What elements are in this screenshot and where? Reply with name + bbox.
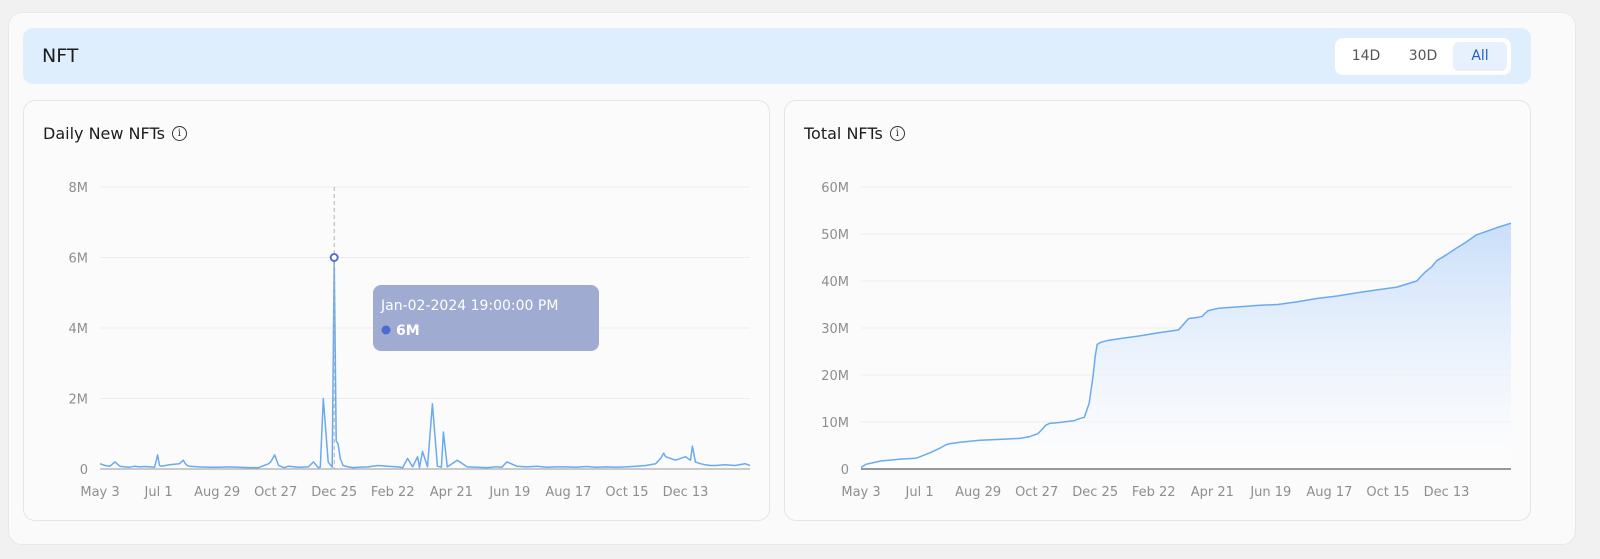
x-tick-label: Dec 25 (1072, 485, 1118, 500)
range-14d-button[interactable]: 14D (1351, 48, 1381, 64)
total-nfts-chart[interactable]: 0 10M 20M 30M 40M 50M 60M May 3 Jul 1 Aug 29 Oct 2… (785, 101, 1530, 520)
hover-marker (329, 253, 339, 262)
y-tick-label: 20M (821, 369, 849, 384)
x-tick-label: Oct 27 (1015, 485, 1058, 500)
daily-new-nfts-panel: Daily New NFTs i 0 2M 4M 6M 8M May 3 Jul 1 Aug … (23, 100, 770, 521)
x-tick-label: Aug 17 (1306, 485, 1352, 500)
x-tick-label: Oct 15 (605, 485, 648, 500)
x-tick-label: Aug 17 (545, 485, 591, 500)
range-30d-button[interactable]: 30D (1408, 48, 1438, 64)
tooltip: Jan-02-2024 19:00:00 PM 6M (373, 285, 599, 351)
y-tick-label: 40M (821, 275, 849, 290)
series-line (99, 256, 751, 469)
tooltip-date: Jan-02-2024 19:00:00 PM (380, 298, 558, 314)
time-range-selector: 14D 30D All (1335, 38, 1511, 75)
info-icon[interactable]: i (171, 126, 187, 141)
section-title: NFT (42, 45, 79, 67)
x-tick-label: Oct 15 (1366, 485, 1409, 500)
x-tick-label: Dec 13 (663, 485, 709, 500)
series-line (860, 222, 1512, 469)
x-tick-label: Dec 13 (1424, 485, 1470, 500)
x-tick-label: Jun 19 (1249, 485, 1291, 500)
y-tick-label: 6M (69, 252, 89, 267)
y-tick-label: 30M (821, 322, 849, 337)
x-tick-label: May 3 (841, 485, 880, 500)
y-tick-label: 10M (821, 416, 849, 431)
x-tick-label: Jun 19 (488, 485, 530, 500)
x-tick-label: Oct 27 (254, 485, 297, 500)
x-tick-label: Jul 1 (905, 485, 934, 500)
y-tick-label: 4M (69, 322, 89, 337)
tooltip-value: 6M (396, 323, 420, 339)
x-tick-label: Aug 29 (955, 485, 1001, 500)
total-nfts-panel: Total NFTs i 0 10M 20M 30M 40M 50M 60M May 3 Jul… (784, 100, 1531, 521)
range-all-button[interactable]: All (1453, 42, 1507, 71)
y-tick-label: 60M (821, 181, 849, 196)
x-tick-label: Feb 22 (371, 485, 415, 500)
nft-card: NFT 14D 30D All Daily New NFTs i 0 2M 4M 6M… (8, 12, 1576, 545)
x-tick-label: Apr 21 (1191, 485, 1234, 500)
y-tick-label: 50M (821, 228, 849, 243)
daily-new-nfts-chart[interactable]: 0 2M 4M 6M 8M May 3 Jul 1 Aug 29 Oct 27 Dec 25 Feb… (24, 101, 769, 520)
x-tick-label: Jul 1 (144, 485, 173, 500)
daily-new-nfts-title: Daily New NFTs (43, 124, 165, 143)
y-tick-label: 0 (80, 463, 88, 478)
section-header: NFT 14D 30D All (23, 28, 1531, 84)
tooltip-series-dot (381, 325, 391, 335)
y-tick-label: 8M (69, 181, 89, 196)
x-tick-label: Apr 21 (430, 485, 473, 500)
y-tick-label: 0 (841, 463, 849, 478)
series-area (861, 223, 1511, 469)
x-tick-label: May 3 (80, 485, 119, 500)
x-tick-label: Feb 22 (1132, 485, 1176, 500)
x-tick-label: Dec 25 (311, 485, 357, 500)
x-tick-label: Aug 29 (194, 485, 240, 500)
tooltip-box (373, 285, 599, 351)
info-icon[interactable]: i (889, 126, 905, 141)
total-nfts-title: Total NFTs (804, 124, 883, 143)
y-tick-label: 2M (69, 393, 89, 408)
